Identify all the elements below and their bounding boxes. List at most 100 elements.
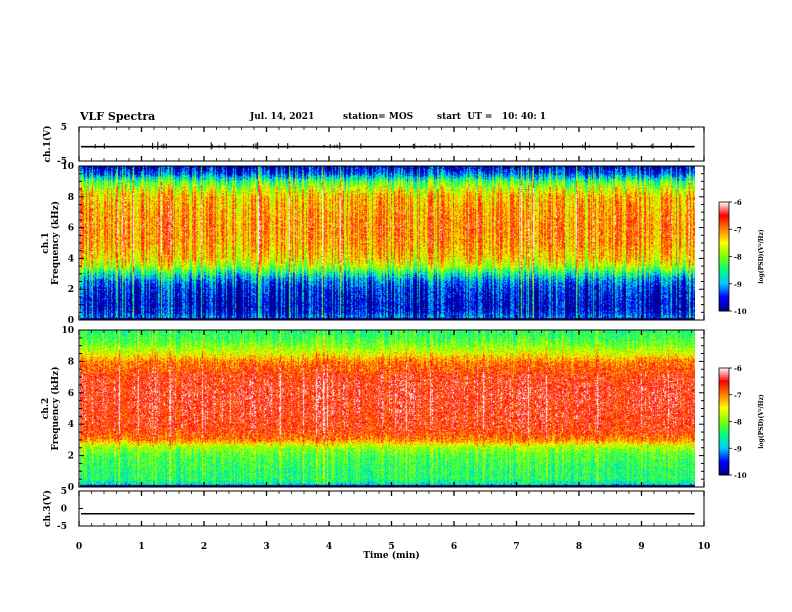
colorbar-label: log(PSD)(V²/Hz) [758,229,765,284]
ch1-spectrogram-image [80,166,695,320]
colorbar-cell [719,202,729,205]
y-tick-label: 4 [68,420,74,430]
colorbar-cell [719,369,729,373]
ch2-spectrogram-channel-label: ch.2 [41,398,51,419]
colorbar-cell [719,296,729,299]
colorbar-1 [718,201,732,312]
colorbar-label: log(PSD)(V²/Hz) [758,394,765,449]
colorbar-cell [719,396,729,399]
colorbar-cell [719,229,729,232]
colorbar-cell [719,245,729,248]
colorbar-cell [719,227,729,230]
ch2-spectrogram-ylabel: Frequency (kHz) [50,366,61,450]
y-tick-label: -5 [57,522,67,532]
y-tick-label: 0 [68,316,74,326]
x-tick-label: 4 [326,542,332,552]
colorbar-cell [719,376,729,380]
colorbar-cell [719,457,729,460]
colorbar-cell [719,375,729,378]
colorbar-cell [719,301,729,305]
colorbar-cell [719,292,729,296]
colorbar-cell [719,223,729,227]
colorbar-cell [719,455,729,458]
colorbar-cell [719,300,729,303]
colorbar-cell [719,205,729,208]
colorbar-cell [719,435,729,439]
colorbar-cell [719,391,729,394]
colorbar-cell [719,240,729,243]
colorbar-cell [719,423,729,426]
colorbar-cell [719,285,729,288]
y-tick-label: -5 [57,157,67,167]
colorbar-cell [719,430,729,433]
colorbar-cell [719,298,729,301]
x-axis-label: Time (min) [363,550,420,561]
colorbar-tick-label: -9 [734,444,742,453]
y-tick-label: 5 [61,487,67,497]
colorbar-cell [719,287,729,290]
colorbar-cell [719,238,729,241]
x-tick-label: 7 [513,542,519,552]
colorbar-cell [719,453,729,456]
colorbar-cell [719,426,729,430]
colorbar-cell [719,234,729,238]
colorbar-cell [719,212,729,216]
x-tick-label: 6 [451,542,457,552]
x-tick-label: 8 [576,542,582,552]
colorbar-cell [719,303,729,307]
ch1-spectrogram-ylabel: Frequency (kHz) [50,201,61,285]
colorbar-cell [719,269,729,272]
colorbar-cell [719,276,729,279]
x-tick-label: 3 [263,542,269,552]
colorbar-tick-label: -7 [734,391,742,400]
colorbar-cell [719,428,729,431]
colorbar-cell [719,258,729,261]
colorbar-cell [719,278,729,281]
y-tick-label: 6 [68,389,74,399]
colorbar-cell [719,283,729,287]
colorbar-cell [719,460,729,464]
colorbar-cell [719,368,729,371]
colorbar-cell [719,416,729,419]
chart-title: VLF Spectra [80,110,156,123]
colorbar-cell [719,254,729,257]
colorbar-cell [719,267,729,270]
ch2-spectrogram-image [80,330,695,487]
colorbar-tick-label: -6 [734,198,742,207]
ch1-voltage-ylabel: ch.1(V) [42,126,53,163]
colorbar-cell [719,231,729,234]
colorbar-cell [719,203,729,207]
colorbar-cell [719,260,729,263]
ch1-spectrogram-channel-label: ch.1 [41,232,51,253]
colorbar-cell [719,207,729,210]
colorbar-cell [719,469,729,472]
colorbar-cell [719,272,729,276]
y-tick-label: 5 [61,123,67,133]
colorbar-cell [719,442,729,446]
colorbar-cell [719,251,729,254]
colorbar-cell [719,407,729,410]
x-tick-label: 2 [201,542,207,552]
colorbar-cell [719,458,729,462]
colorbar-cell [719,398,729,401]
colorbar-cell [719,401,729,405]
colorbar-cell [719,385,729,389]
x-tick-label: 0 [76,542,82,552]
colorbar-cell [719,243,729,247]
colorbar-cell [719,280,729,283]
colorbar-tick-label: -6 [734,364,742,373]
colorbar-cell [719,216,729,219]
colorbar-cell [719,471,729,474]
ch1-voltage-frame [78,126,705,162]
x-tick-label: 1 [138,542,144,552]
colorbar-tick-label: -8 [734,418,742,427]
colorbar-cell [719,220,729,223]
colorbar-cell [719,400,729,403]
y-tick-label: 2 [68,285,74,295]
colorbar-cell [719,473,729,476]
colorbar-cell [719,439,729,442]
colorbar-cell [719,409,729,412]
colorbar-cell [719,403,729,406]
y-tick-label: 10 [61,162,74,172]
colorbar-cell [719,274,729,277]
